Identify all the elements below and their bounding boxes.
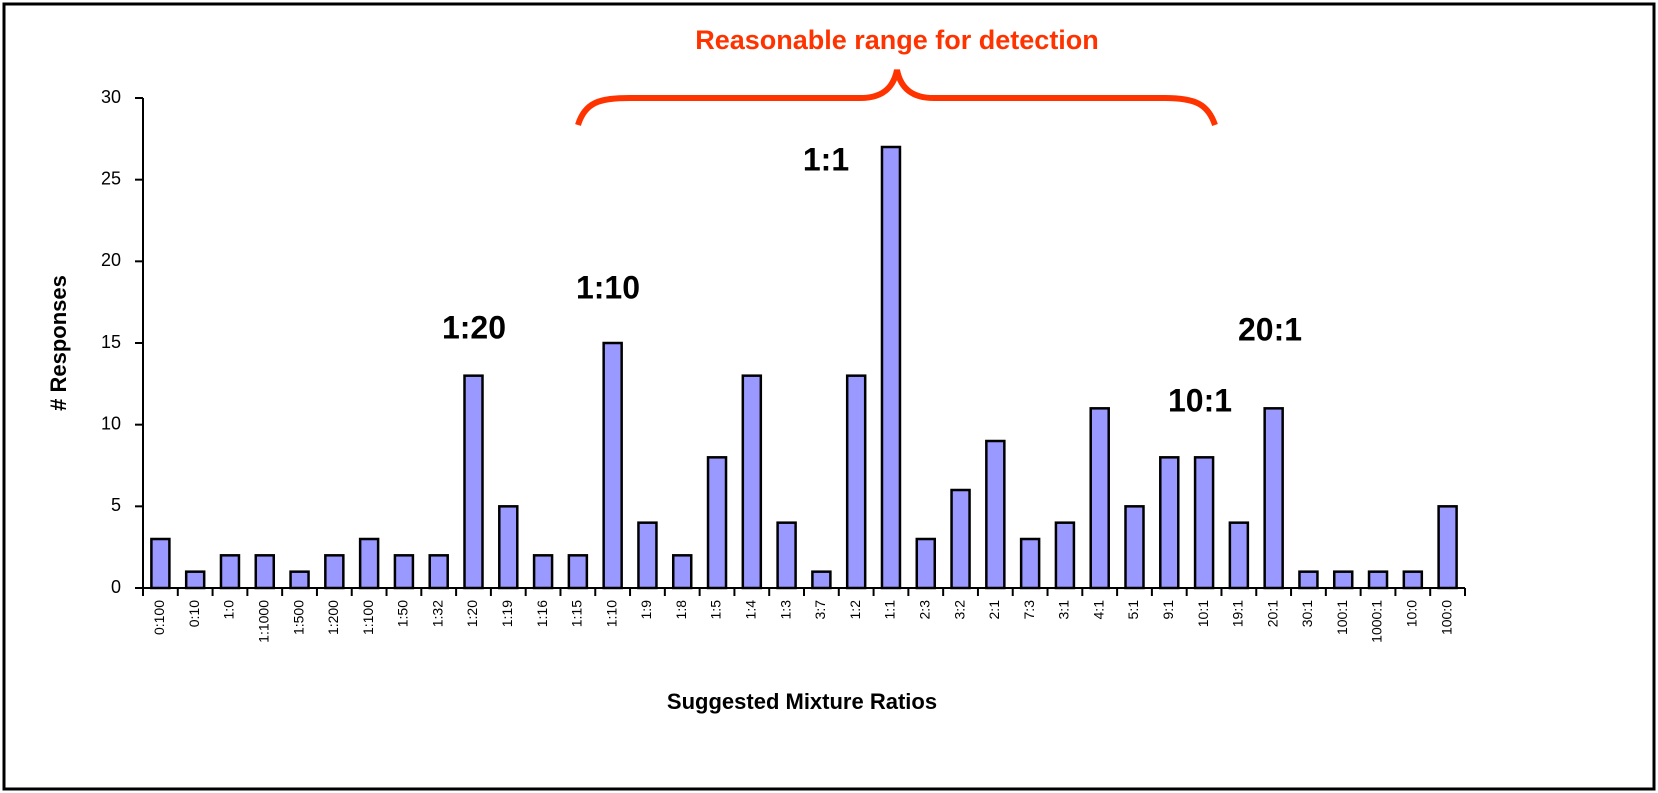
bar: [1193, 456, 1215, 590]
x-tick-label: 9:1: [1160, 600, 1176, 620]
bar: [1019, 537, 1041, 590]
annotation: 1:20: [442, 309, 506, 345]
bar: [428, 554, 449, 590]
bar: [811, 570, 832, 590]
x-axis-label: Suggested Mixture Ratios: [667, 689, 937, 714]
x-tick-label: 1:100: [360, 600, 376, 635]
bar: [150, 537, 171, 590]
bar: [254, 554, 276, 590]
annotation: 10:1: [1168, 382, 1232, 418]
bar: [741, 374, 763, 590]
bar: [671, 554, 693, 590]
bar: [845, 374, 867, 590]
x-tick-label: 1:0: [221, 600, 237, 620]
x-tick-label: 1:5: [708, 600, 724, 620]
annotation: 1:10: [576, 269, 640, 305]
bar: [498, 505, 519, 590]
bar: [1263, 407, 1284, 590]
x-tick-label: 3:7: [812, 600, 828, 620]
bar: [776, 521, 797, 590]
bar: [1089, 407, 1110, 590]
y-tick-label: 15: [101, 332, 121, 352]
x-tick-label: 19:1: [1230, 600, 1246, 627]
bar: [358, 537, 380, 590]
x-tick-label: 20:1: [1264, 600, 1280, 627]
x-tick-label: 1:500: [290, 600, 306, 635]
y-tick-label: 30: [101, 87, 121, 107]
x-tick-label: 1:32: [429, 600, 445, 627]
x-tick-label: 1:8: [673, 600, 689, 620]
bar: [393, 554, 415, 590]
y-tick-label: 5: [111, 495, 121, 515]
bar: [567, 554, 589, 590]
bar: [184, 570, 206, 590]
bar: [1228, 521, 1250, 590]
y-tick-label: 10: [101, 413, 121, 433]
x-tick-label: 1:16: [534, 600, 550, 627]
x-tick-label: 1000:1: [1369, 600, 1385, 643]
y-tick-label: 0: [111, 577, 121, 597]
bar: [463, 374, 484, 590]
x-tick-label: 1:200: [325, 600, 341, 635]
bar: [1437, 505, 1458, 590]
bar: [602, 341, 623, 590]
bar: [1367, 570, 1389, 590]
x-tick-label: 1:15: [569, 600, 585, 627]
y-axis-label: # Responses: [46, 275, 71, 411]
x-tick-label: 1:19: [499, 600, 515, 627]
bar: [532, 554, 554, 590]
x-tick-label: 0:10: [186, 600, 202, 627]
bar: [1054, 521, 1076, 590]
x-tick-label: 1:1000: [255, 600, 271, 643]
annotation: 1:1: [803, 141, 849, 177]
bar: [219, 554, 241, 590]
x-tick-label: 100:1: [1334, 600, 1350, 635]
bar: [637, 521, 658, 590]
x-tick-label: 1:4: [743, 600, 759, 620]
bar: [915, 537, 937, 590]
x-tick-label: 100:0: [1438, 600, 1454, 635]
x-tick-label: 10:0: [1404, 600, 1420, 627]
bar: [1332, 570, 1354, 590]
chart-title: Reasonable range for detection: [695, 25, 1099, 55]
x-tick-label: 1:2: [847, 600, 863, 620]
range-brace: [575, 69, 1218, 127]
bar: [1159, 456, 1180, 590]
x-tick-label: 2:3: [916, 600, 932, 620]
x-tick-label: 10:1: [1195, 600, 1211, 627]
x-tick-label: 1:10: [603, 600, 619, 627]
bar: [1298, 570, 1319, 590]
bar: [950, 488, 971, 590]
x-tick-label: 7:3: [1021, 600, 1037, 620]
y-tick-label: 25: [101, 168, 121, 188]
x-tick-label: 5:1: [1125, 600, 1141, 620]
x-tick-label: 3:2: [951, 600, 967, 620]
x-tick-label: 30:1: [1299, 600, 1315, 627]
bar: [985, 439, 1006, 590]
y-tick-label: 20: [101, 250, 121, 270]
bar: [324, 554, 345, 590]
x-tick-label: 1:9: [638, 600, 654, 620]
bar: [1402, 570, 1424, 590]
x-tick-label: 1:1: [882, 600, 898, 620]
bar: [1124, 505, 1145, 590]
x-tick-label: 1:20: [464, 600, 480, 627]
x-tick-label: 1:50: [395, 600, 411, 627]
x-tick-label: 4:1: [1090, 600, 1106, 620]
annotation: 20:1: [1238, 311, 1302, 347]
bar: [706, 456, 728, 590]
x-tick-label: 3:1: [1056, 600, 1072, 620]
x-tick-label: 2:1: [986, 600, 1002, 620]
x-tick-label: 1:3: [777, 600, 793, 620]
x-tick-label: 0:100: [151, 600, 167, 635]
bar: [880, 145, 902, 590]
bar: [289, 570, 310, 590]
